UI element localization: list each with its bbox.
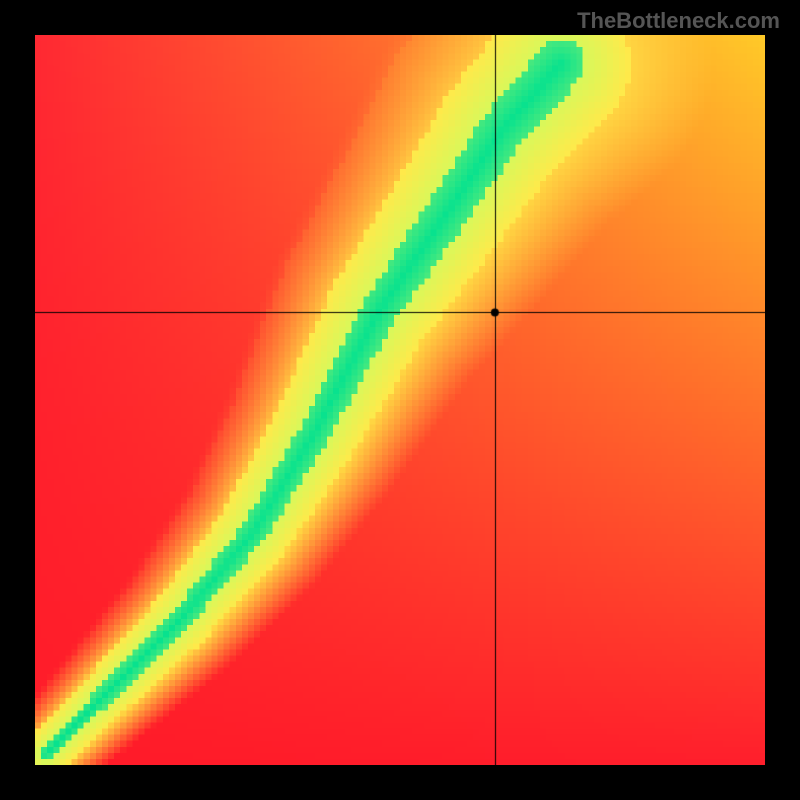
- bottleneck-heatmap: [35, 35, 765, 765]
- chart-container: TheBottleneck.com: [0, 0, 800, 800]
- watermark-label: TheBottleneck.com: [577, 8, 780, 34]
